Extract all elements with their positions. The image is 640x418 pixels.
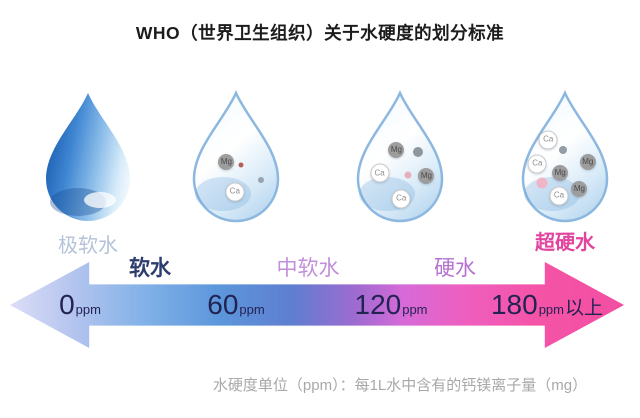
mineral-mg: Mg (579, 154, 596, 171)
water-drop-medium-soft: Mg Ca Mg Ca (340, 88, 460, 228)
mineral-dot (413, 147, 423, 158)
mineral-ca: Ca (370, 163, 390, 183)
mineral-dot (238, 162, 244, 168)
mineral-mg: Mg (388, 141, 405, 158)
scale-tick-60ppm: 60 ppm (207, 289, 264, 321)
label-super-hard-water: 超硬水 (535, 232, 595, 254)
mineral-mg: Mg (571, 180, 588, 197)
tick-value: 0 (59, 289, 75, 320)
mineral-ca: Ca (549, 186, 569, 206)
tick-value: 120 (354, 289, 402, 320)
tick-value: 60 (207, 289, 239, 320)
water-drop-very-soft (28, 88, 148, 228)
page-title: WHO（世界卫生组织）关于水硬度的划分标准 (135, 23, 505, 43)
mineral-layer: Ca Ca Mg Mg Mg Ca (505, 88, 625, 228)
mineral-dot (258, 177, 265, 184)
scale-tick-180ppm-plus: 180 ppm 以上 (491, 289, 603, 321)
label-hard-water: 硬水 (434, 257, 476, 280)
tick-unit: ppm (538, 302, 564, 317)
mineral-ca: Ca (225, 182, 245, 202)
mineral-layer (28, 88, 148, 228)
mineral-ca: Ca (538, 130, 558, 150)
mineral-mg: Mg (218, 154, 235, 171)
mineral-ca: Ca (391, 189, 411, 209)
water-drop-icon (46, 93, 130, 221)
label-soft-water: 软水 (129, 257, 171, 280)
mineral-layer: Mg Ca (176, 88, 296, 228)
mineral-mg: Mg (418, 168, 435, 185)
tick-unit: ppm (402, 302, 428, 317)
tick-value: 180 (490, 289, 538, 320)
label-very-soft-water: 极软水 (58, 235, 118, 257)
mineral-layer: Mg Ca Mg Ca (340, 88, 460, 228)
tick-suffix: 以上 (565, 298, 604, 319)
footnote-unit-definition: 水硬度单位（ppm）：每1L水中含有的钙镁离子量（mg） (212, 377, 588, 394)
scale-tick-120ppm: 120 ppm (354, 289, 427, 321)
mineral-dot (536, 177, 548, 189)
mineral-ca: Ca (527, 154, 547, 174)
tick-unit: ppm (75, 302, 101, 317)
water-drop-soft: Mg Ca (176, 88, 296, 228)
scale-tick-0ppm: 0 ppm (59, 289, 101, 321)
tick-unit: ppm (239, 302, 265, 317)
water-drop-super-hard: Ca Ca Mg Mg Mg Ca (505, 88, 625, 228)
mineral-dot (558, 145, 567, 154)
mineral-dot (404, 171, 412, 179)
label-medium-soft-water: 中软水 (276, 257, 340, 280)
mineral-mg: Mg (552, 165, 569, 182)
